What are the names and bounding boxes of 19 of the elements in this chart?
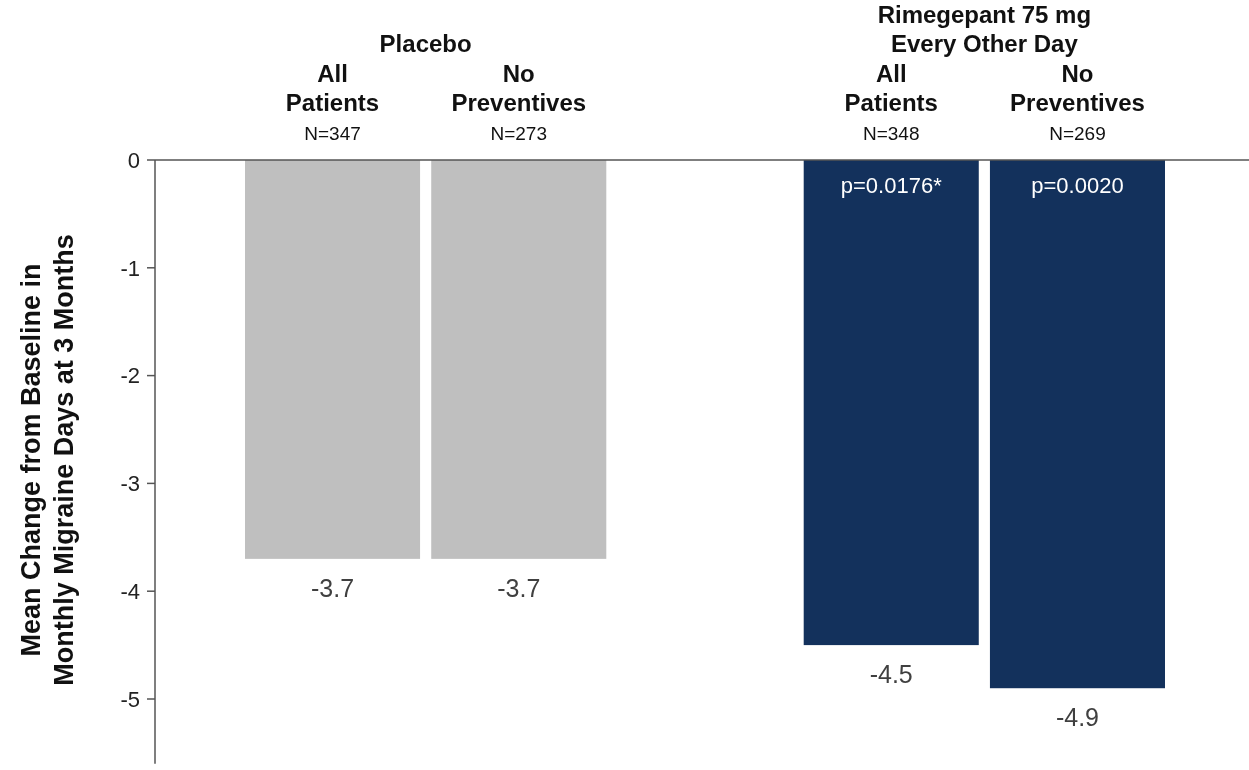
data-label: -4.5: [869, 660, 913, 689]
x-tick-label: All Patients N=347: [285, 60, 380, 144]
data-label: -3.7: [497, 573, 541, 602]
data-label: -3.7: [310, 573, 355, 602]
data-label: -4.9: [1055, 703, 1100, 732]
y-tick-label: -1: [120, 255, 140, 281]
y-tick-label: -2: [120, 363, 140, 389]
y-tick-label: -5: [120, 686, 140, 712]
y-axis-title: Mean Change from Baseline in Monthly Migraine Days at 3 Months: [16, 234, 79, 686]
text: Placebo: [379, 30, 472, 57]
x-tick-label: No Preventives N=269: [1010, 60, 1145, 144]
annotation: p=0.0020: [1031, 173, 1124, 198]
x-tick-label: All Patients N=348: [844, 60, 938, 144]
y-tick-label: 0: [127, 147, 140, 173]
y-tick-label: -3: [120, 471, 140, 497]
x-tick-label: No Preventives N=273: [451, 60, 587, 144]
text: Rimegepant 75 mg Every Other Day: [877, 1, 1092, 57]
annotation: p=0.0176*: [840, 173, 943, 198]
y-tick-label: -4: [120, 578, 140, 604]
